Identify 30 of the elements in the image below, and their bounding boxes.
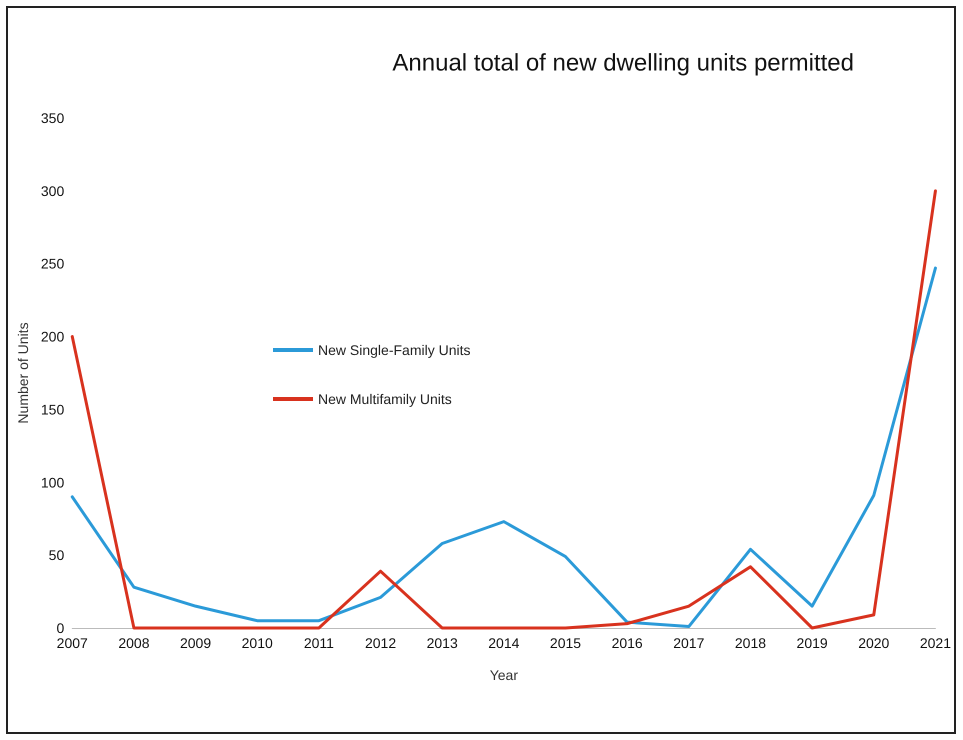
x-tick-label: 2015 <box>550 635 582 651</box>
y-tick-label: 200 <box>40 328 64 345</box>
y-tick-label: 100 <box>40 474 64 490</box>
x-tick-label: 2008 <box>118 635 150 651</box>
y-tick-label: 250 <box>40 256 64 272</box>
y-tick-label: 350 <box>40 110 64 126</box>
chart-title: Annual total of new dwelling units permitted <box>392 50 854 76</box>
x-tick-label: 2013 <box>426 635 458 651</box>
x-tick-label: 2014 <box>488 635 520 651</box>
x-tick-label: 2009 <box>180 635 212 651</box>
y-tick-label: 300 <box>40 182 64 199</box>
y-tick-label: 0 <box>56 620 64 636</box>
y-tick-label: 50 <box>48 547 64 564</box>
x-tick-label: 2017 <box>673 635 705 651</box>
x-tick-label: 2021 <box>920 635 952 651</box>
line-series <box>70 266 937 628</box>
x-tick-label: 2012 <box>364 635 396 651</box>
x-tick-label: 2019 <box>796 635 828 651</box>
y-tick-label: 150 <box>40 401 64 418</box>
x-tick-label: 2010 <box>242 635 274 651</box>
x-tick-label: 2011 <box>304 635 334 651</box>
legend-label: New Single-Family Units <box>318 342 470 358</box>
legend-label: New Multifamily Units <box>318 391 452 407</box>
x-tick-label: 2020 <box>858 635 890 651</box>
x-tick-label: 2018 <box>734 635 766 651</box>
x-tick-label: 2007 <box>56 635 88 651</box>
x-tick-label: 2016 <box>612 635 643 651</box>
x-axis-title: Year <box>490 667 518 683</box>
y-axis-title: Number of Units <box>15 322 31 424</box>
line-series <box>70 189 937 630</box>
